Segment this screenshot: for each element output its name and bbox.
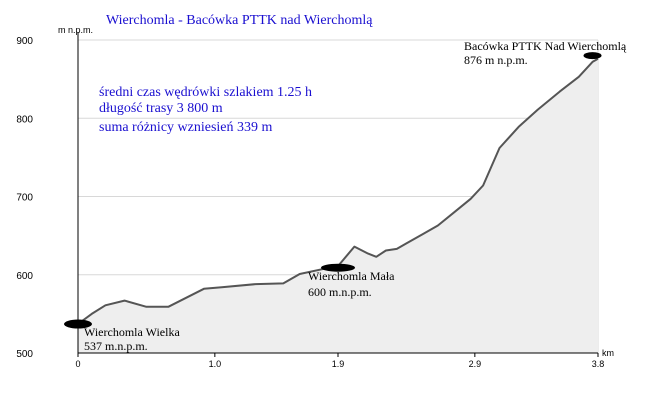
info-walk-time: średni czas wędrówki szlakiem 1.25 h [99, 85, 312, 100]
waypoint-marker [321, 263, 355, 272]
profile-line [77, 57, 599, 325]
x-tick-label: 3.8 [592, 359, 605, 369]
x-tick-label: 1.0 [209, 359, 222, 369]
x-tick-label: 1.9 [332, 359, 345, 369]
chart-title: Wierchomla - Bacówka PTTK nad Wierchomlą [106, 13, 373, 28]
y-tick-label: 900 [16, 36, 33, 47]
waypoint-end-name: Bacówka PTTK Nad Wierchomlą [464, 39, 627, 53]
x-tick-label: 2.9 [469, 359, 482, 369]
y-tick-label: 800 [16, 114, 33, 125]
waypoint-markers [64, 52, 602, 329]
waypoint-middle-elevation: 600 m.n.p.m. [308, 285, 372, 299]
x-axis-label: km [602, 348, 614, 358]
waypoint-middle-name: Wierchomla Mała [308, 269, 395, 283]
y-axis-label: m n.p.m. [58, 25, 93, 35]
info-elevation-gain: suma różnicy wzniesień 339 m [99, 120, 273, 135]
tick-labels: 500 600 700 800 900 0 1.0 1.9 2.9 3.8 [16, 36, 604, 369]
waypoint-start-elevation: 537 m.n.p.m. [84, 339, 148, 353]
y-tick-label: 500 [16, 349, 33, 360]
info-route-length: długość trasy 3 800 m [99, 101, 223, 116]
waypoint-marker [64, 319, 92, 329]
y-tick-label: 700 [16, 193, 33, 204]
waypoint-start-name: Wierchomla Wielka [84, 325, 180, 339]
waypoint-end-elevation: 876 m n.p.m. [464, 53, 528, 67]
profile-area-group [77, 57, 599, 354]
x-tick-label: 0 [75, 359, 80, 369]
waypoint-marker [583, 52, 602, 60]
profile-area-fill [78, 58, 598, 354]
y-tick-label: 600 [16, 271, 33, 282]
info-box: średni czas wędrówki szlakiem 1.25 h dłu… [99, 85, 312, 135]
waypoint-labels: Wierchomla Wielka 537 m.n.p.m. Wierchoml… [84, 39, 627, 353]
